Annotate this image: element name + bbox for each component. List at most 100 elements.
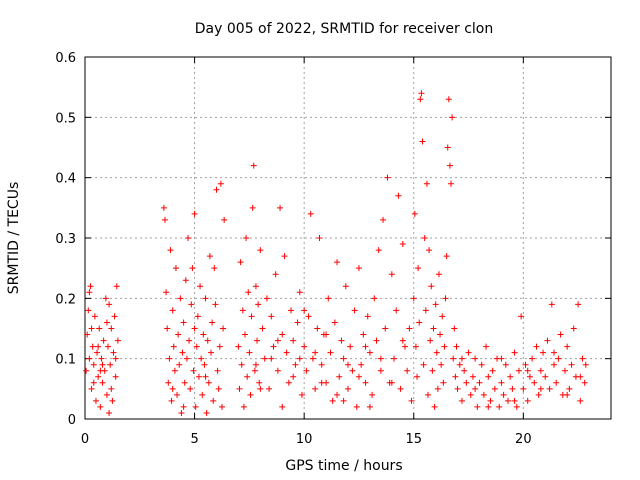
- data-point: [163, 289, 170, 296]
- data-point: [198, 355, 205, 362]
- data-point: [281, 253, 288, 260]
- data-point: [170, 343, 177, 350]
- data-point: [237, 259, 244, 266]
- data-point: [336, 373, 343, 380]
- data-point: [515, 367, 522, 374]
- data-point: [498, 379, 505, 386]
- data-point: [431, 403, 438, 410]
- data-point: [377, 367, 384, 374]
- data-point: [215, 385, 222, 392]
- data-point: [171, 367, 178, 374]
- data-point: [84, 331, 91, 338]
- data-point: [529, 355, 536, 362]
- data-point: [422, 307, 429, 314]
- data-point: [255, 301, 262, 308]
- data-point: [420, 361, 427, 368]
- data-point: [426, 247, 433, 254]
- data-point: [340, 397, 347, 404]
- data-point: [268, 355, 275, 362]
- data-point: [174, 391, 181, 398]
- data-point: [246, 349, 253, 356]
- data-point: [345, 361, 351, 368]
- data-point: [546, 385, 553, 392]
- data-point: [564, 391, 571, 398]
- data-point: [535, 391, 542, 398]
- data-point: [176, 361, 183, 368]
- data-point: [355, 265, 362, 272]
- data-point: [239, 307, 246, 314]
- y-tick-label: 0.1: [55, 353, 76, 368]
- data-point: [179, 349, 186, 356]
- data-point: [511, 349, 518, 356]
- data-point: [180, 319, 187, 326]
- data-point: [187, 385, 194, 392]
- data-point: [439, 313, 446, 320]
- chart-title: Day 005 of 2022, SRMTID for receiver clo…: [195, 21, 493, 37]
- data-point: [504, 397, 511, 404]
- data-point: [418, 90, 425, 97]
- x-tick-label: 5: [190, 432, 198, 447]
- data-point: [112, 355, 119, 362]
- data-point: [111, 313, 118, 320]
- data-point: [427, 337, 434, 344]
- data-point: [362, 343, 369, 350]
- data-point: [542, 373, 549, 380]
- data-point: [247, 391, 254, 398]
- data-point: [186, 337, 193, 344]
- data-point: [334, 259, 341, 266]
- data-point: [254, 337, 261, 344]
- data-point: [472, 355, 479, 362]
- grid: [85, 57, 611, 419]
- data-point: [380, 216, 387, 223]
- data-point: [212, 301, 219, 308]
- x-tick-label: 20: [515, 432, 532, 447]
- y-axis-label: SRMTID / TECUs: [6, 182, 22, 295]
- data-point: [183, 355, 190, 362]
- data-point: [476, 379, 483, 386]
- data-point: [218, 403, 225, 410]
- data-point: [351, 307, 358, 314]
- data-point: [531, 379, 538, 386]
- data-point: [106, 409, 113, 416]
- data-point: [105, 343, 112, 350]
- data-point: [408, 397, 415, 404]
- data-point: [190, 367, 197, 374]
- data-point: [577, 397, 584, 404]
- data-point: [298, 391, 305, 398]
- data-point: [312, 349, 319, 356]
- data-point: [243, 235, 250, 241]
- data-point: [358, 361, 365, 368]
- data-point: [201, 361, 208, 368]
- data-point: [443, 253, 450, 260]
- data-point: [244, 373, 251, 380]
- data-point: [108, 385, 115, 392]
- data-point: [216, 343, 223, 350]
- data-point: [553, 379, 560, 386]
- data-point: [509, 385, 516, 392]
- data-point: [180, 403, 187, 410]
- data-point: [272, 271, 279, 278]
- data-point: [520, 385, 527, 392]
- data-point: [342, 283, 349, 290]
- data-point: [544, 337, 551, 344]
- data-point: [195, 373, 202, 380]
- data-point: [90, 361, 97, 368]
- data-point: [323, 331, 330, 338]
- data-point: [303, 367, 310, 374]
- data-point: [182, 277, 189, 284]
- data-point: [204, 337, 211, 344]
- data-point: [437, 331, 444, 338]
- data-point: [371, 295, 378, 302]
- data-point: [90, 379, 97, 386]
- data-point: [458, 397, 465, 404]
- data-point: [416, 319, 423, 326]
- data-point: [338, 337, 345, 344]
- data-point: [214, 367, 221, 374]
- data-point: [384, 174, 391, 181]
- data-point: [582, 361, 589, 368]
- data-point: [294, 319, 301, 326]
- data-point: [189, 265, 196, 272]
- data-point: [399, 241, 406, 248]
- data-point: [202, 373, 209, 380]
